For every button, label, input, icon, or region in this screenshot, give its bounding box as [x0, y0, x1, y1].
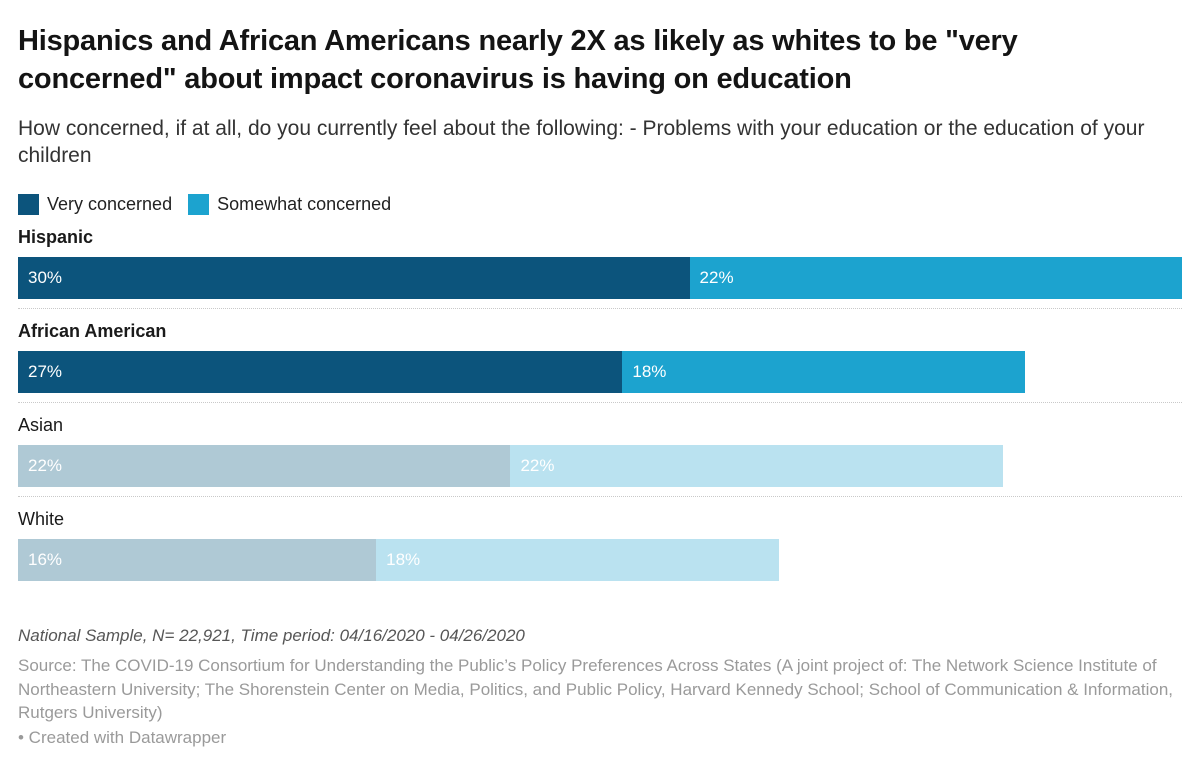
bar-value-label: 18% — [632, 362, 667, 381]
chart-subtitle: How concerned, if at all, do you current… — [18, 117, 1145, 167]
bar-track: 30% 22% — [18, 257, 1182, 299]
legend-swatch-very-concerned — [18, 194, 39, 215]
legend-label: Somewhat concerned — [217, 194, 392, 214]
bar-segment-very-concerned: 30% — [18, 257, 690, 299]
legend-label: Very concerned — [47, 194, 173, 214]
category-label: Asian — [18, 415, 64, 435]
legend-item-very-concerned: Very concerned — [18, 194, 172, 215]
bar-group-asian: Asian 22% 22% — [18, 415, 1182, 497]
chart-note: National Sample, N= 22,921, Time period:… — [18, 626, 525, 645]
bar-track: 16% 18% — [18, 539, 1182, 581]
bar-value-label: 22% — [699, 268, 734, 287]
bar-value-label: 18% — [386, 550, 421, 569]
bar-value-label: 22% — [520, 456, 555, 475]
bar-segment-very-concerned: 27% — [18, 351, 623, 393]
category-label: White — [18, 509, 65, 529]
chart-title: Hispanics and African Americans nearly 2… — [18, 25, 1018, 95]
bar-segment-somewhat-concerned-faded: 18% — [376, 539, 780, 581]
category-label: African American — [18, 321, 167, 341]
bar-value-label: 30% — [28, 268, 63, 287]
legend-swatch-somewhat-concerned — [188, 194, 210, 215]
bar-segment-somewhat-concerned: 18% — [622, 351, 1026, 393]
bar-value-label: 27% — [28, 362, 63, 381]
datawrapper-attribution[interactable]: • Created with Datawrapper — [18, 727, 227, 747]
bar-track: 22% 22% — [18, 445, 1182, 487]
bar-group-african-american: African American 27% 18% — [18, 321, 1182, 403]
bar-segment-very-concerned-faded: 16% — [18, 539, 377, 581]
bar-segment-very-concerned-faded: 22% — [18, 445, 511, 487]
category-label: Hispanic — [18, 227, 94, 247]
bar-segment-somewhat-concerned: 22% — [689, 257, 1182, 299]
bar-segment-somewhat-concerned-faded: 22% — [510, 445, 1003, 487]
bar-group-hispanic: Hispanic 30% 22% — [18, 227, 1182, 309]
legend: Very concerned Somewhat concerned — [18, 194, 1182, 215]
bar-value-label: 22% — [28, 456, 63, 475]
chart-source: Source: The COVID-19 Consortium for Unde… — [18, 656, 1173, 722]
bar-group-white: White 16% 18% — [18, 509, 1182, 590]
bar-chart: Hispanic 30% 22% African American 27% 18… — [18, 227, 1182, 590]
legend-item-somewhat-concerned: Somewhat concerned — [188, 194, 391, 215]
bar-track: 27% 18% — [18, 351, 1182, 393]
bar-value-label: 16% — [28, 550, 63, 569]
